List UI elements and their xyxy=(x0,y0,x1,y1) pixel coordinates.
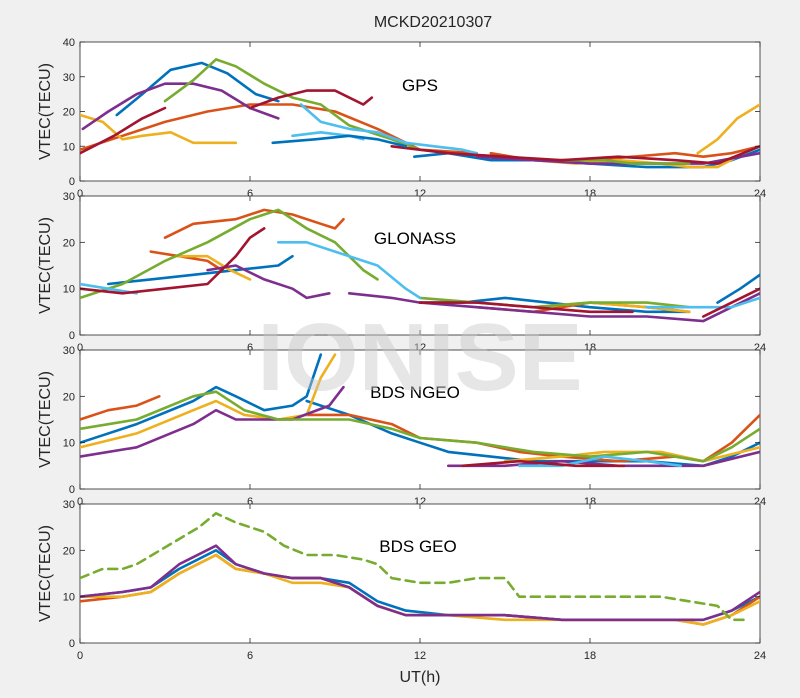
x-tick-label: 0 xyxy=(77,188,83,200)
y-tick-label: 20 xyxy=(63,107,75,119)
figure-title: MCKD20210307 xyxy=(374,14,492,31)
series-line xyxy=(299,103,408,145)
x-tick-label: 0 xyxy=(77,342,83,354)
y-tick-label: 10 xyxy=(63,592,75,604)
panel-label: BDS GEO xyxy=(379,537,456,556)
series-line xyxy=(560,158,691,165)
y-axis-label: VTEC(TECU) xyxy=(37,371,54,468)
series-line xyxy=(461,459,626,468)
series-line xyxy=(206,264,331,300)
series-group xyxy=(80,208,760,323)
series-line xyxy=(177,254,252,281)
series-line xyxy=(80,353,323,444)
series-group xyxy=(80,511,760,626)
series-line xyxy=(80,544,760,622)
y-tick-label: 0 xyxy=(69,176,75,188)
series-line xyxy=(80,511,748,622)
series-line xyxy=(404,141,478,155)
x-tick-label: 24 xyxy=(754,650,766,662)
panel-label: GLONASS xyxy=(374,229,456,248)
series-line xyxy=(149,250,223,272)
series-line xyxy=(475,151,760,165)
series-line xyxy=(248,89,374,110)
x-axis-label: UT(h) xyxy=(400,669,441,686)
y-tick-label: 30 xyxy=(63,72,75,84)
series-line xyxy=(390,145,760,165)
series-line xyxy=(80,227,266,295)
panel-3: 0 6 12 18 24 0 10 20 30 VTEC(TECU) BDS GEO xyxy=(37,499,766,662)
series-line xyxy=(80,385,345,458)
panels: 0 6 12 18 24 0 10 20 30 40 VTEC(TECU) GPS 0 6 12 18 24 0 1… xyxy=(37,37,766,662)
x-tick-label: 12 xyxy=(414,650,426,662)
series-line xyxy=(80,106,167,155)
series-line xyxy=(163,208,345,239)
x-tick-label: 0 xyxy=(77,650,83,662)
series-line xyxy=(277,241,422,300)
y-tick-label: 0 xyxy=(69,484,75,496)
y-tick-label: 30 xyxy=(63,191,75,203)
y-tick-label: 0 xyxy=(69,638,75,650)
x-tick-label: 18 xyxy=(584,650,596,662)
series-line xyxy=(80,113,238,145)
y-tick-label: 10 xyxy=(63,141,75,153)
y-axis-label: VTEC(TECU) xyxy=(37,525,54,622)
series-line xyxy=(347,292,760,323)
series-group xyxy=(80,353,760,468)
series-line xyxy=(81,82,280,131)
series-line xyxy=(80,353,337,449)
y-axis-label: VTEC(TECU) xyxy=(37,63,54,160)
y-axis-label: VTEC(TECU) xyxy=(37,217,54,314)
series-line xyxy=(702,287,760,318)
watermark: IONISE xyxy=(257,304,582,411)
x-tick-label: 6 xyxy=(247,188,253,200)
series-line xyxy=(418,301,634,314)
panel-label: BDS NGEO xyxy=(370,383,460,402)
series-line xyxy=(271,134,408,148)
x-tick-label: 6 xyxy=(247,342,253,354)
series-line xyxy=(645,296,760,309)
y-tick-label: 20 xyxy=(63,545,75,557)
y-tick-label: 10 xyxy=(63,438,75,450)
y-tick-label: 30 xyxy=(63,499,75,511)
series-line xyxy=(80,395,161,421)
x-tick-label: 6 xyxy=(247,496,253,508)
x-tick-label: 6 xyxy=(247,650,253,662)
y-tick-label: 10 xyxy=(63,284,75,296)
y-tick-label: 20 xyxy=(63,391,75,403)
x-tick-label: 0 xyxy=(77,496,83,508)
series-line xyxy=(716,273,760,304)
series-line xyxy=(80,390,422,440)
series-line xyxy=(115,61,280,117)
y-tick-label: 0 xyxy=(69,330,75,342)
series-line xyxy=(696,103,760,155)
series-line xyxy=(418,427,760,463)
panel-label: GPS xyxy=(402,76,438,95)
series-line xyxy=(517,455,682,468)
y-tick-label: 30 xyxy=(63,345,75,357)
y-tick-label: 40 xyxy=(63,37,75,49)
series-group xyxy=(80,58,760,169)
y-tick-label: 20 xyxy=(63,237,75,249)
series-line xyxy=(107,254,294,286)
